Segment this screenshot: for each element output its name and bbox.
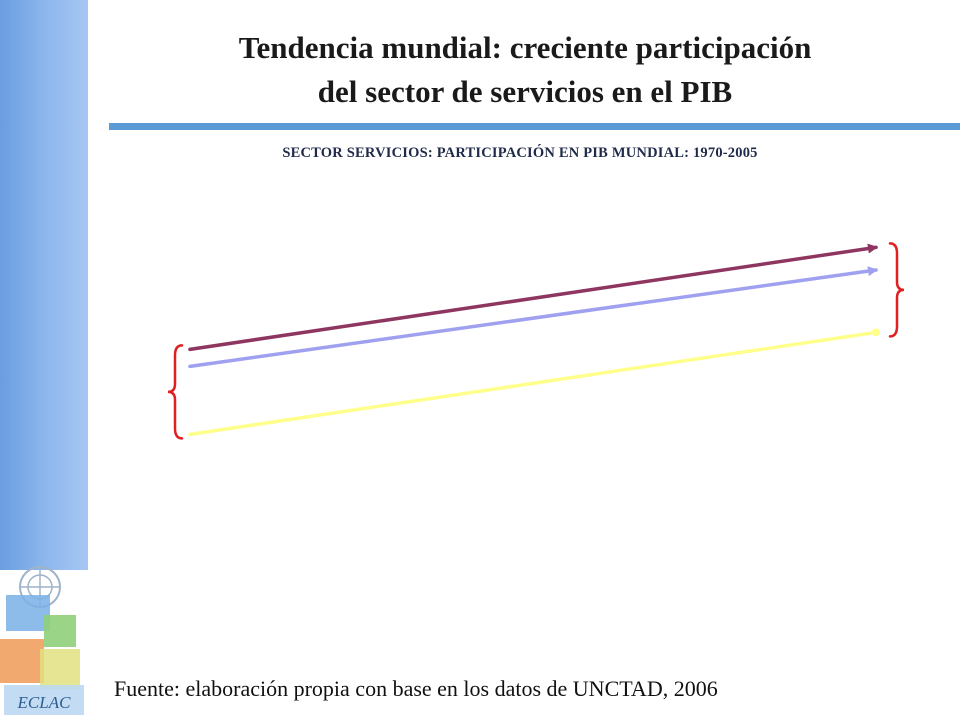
series-line-2 <box>188 266 878 369</box>
data-point-1-2 <box>874 245 878 249</box>
svg-text:ECLAC: ECLAC <box>17 693 72 712</box>
data-point-2-2 <box>874 268 878 272</box>
eclac-logo-icon: ECLAC <box>0 566 84 715</box>
source-note: Fuente: elaboración propia con base en l… <box>114 676 718 701</box>
data-point-3-2 <box>872 328 880 337</box>
chart-title: SECTOR SERVICIOS: PARTICIPACIÓN EN PIB M… <box>282 145 758 161</box>
brace-left <box>167 344 184 440</box>
series-line-3 <box>188 330 878 437</box>
data-point-1-1 <box>188 347 192 351</box>
title-underline <box>109 123 960 130</box>
data-point-3-1 <box>188 432 192 436</box>
data-point-2-1 <box>188 364 192 368</box>
slide-title: Tendencia mundial: creciente participaci… <box>238 30 812 109</box>
side-decoration-band <box>0 0 88 570</box>
series-line-1 <box>188 243 878 352</box>
brace-right <box>888 242 905 338</box>
